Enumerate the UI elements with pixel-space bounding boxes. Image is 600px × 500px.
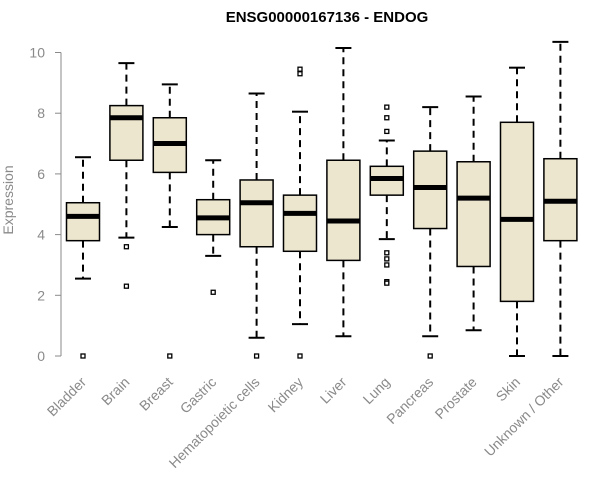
iqr-box — [109, 104, 144, 161]
outlier-point — [384, 262, 390, 268]
iqr-box — [456, 161, 491, 268]
x-category-label: Skin — [493, 374, 524, 405]
x-category-label: Bladder — [44, 374, 90, 420]
outlier-point — [384, 256, 390, 262]
box-group — [152, 83, 188, 359]
box-group — [412, 106, 448, 359]
outlier-point — [123, 283, 130, 289]
outlier-point — [167, 353, 173, 359]
iqr-box — [499, 121, 535, 303]
outlier-point — [427, 353, 433, 359]
x-category-label: Kidney — [265, 374, 307, 416]
box-group — [369, 104, 405, 286]
axes-layer: 0 2 4 6 8 10 — [29, 45, 62, 364]
boxes-layer — [65, 40, 578, 359]
box-group — [282, 66, 318, 359]
x-category-label: Prostate — [432, 374, 480, 422]
outlier-point — [384, 128, 390, 135]
y-tick-label: 8 — [37, 105, 45, 121]
box-group — [326, 46, 361, 338]
box-group — [456, 95, 491, 332]
y-axis-label: Expression — [0, 165, 16, 234]
outlier-point — [384, 115, 390, 121]
iqr-box — [65, 201, 101, 242]
box-group — [543, 40, 578, 357]
y-tick-label: 6 — [37, 166, 45, 182]
iqr-box — [239, 179, 274, 248]
y-tick-label: 10 — [29, 45, 45, 61]
chart-title: ENSG00000167136 - ENDOG — [226, 9, 429, 26]
x-category-label: Gastric — [177, 374, 220, 417]
outlier-point — [384, 250, 390, 256]
outlier-point — [297, 66, 303, 72]
x-category-label: Unknown / Other — [481, 374, 567, 460]
outlier-point — [80, 353, 86, 359]
x-category-label: Pancreas — [383, 374, 436, 427]
outlier-point — [384, 280, 390, 286]
box-group — [195, 159, 231, 295]
box-group — [109, 62, 144, 289]
box-group — [239, 92, 274, 359]
x-category-label: Liver — [317, 374, 350, 407]
y-tick-label: 2 — [37, 287, 45, 303]
box-group — [65, 156, 101, 359]
outlier-point — [210, 289, 216, 295]
outlier-point — [297, 353, 303, 359]
box-group — [499, 66, 535, 357]
x-category-label: Brain — [98, 374, 132, 408]
outlier-point — [123, 244, 130, 250]
outlier-point — [297, 71, 303, 77]
y-tick-label: 0 — [37, 348, 45, 364]
x-category-label: Lung — [360, 374, 393, 407]
y-tick-label: 4 — [37, 227, 45, 243]
iqr-box — [326, 159, 361, 262]
outlier-point — [253, 353, 260, 359]
outlier-point — [384, 104, 390, 110]
iqr-box — [282, 194, 318, 253]
x-category-label: Breast — [136, 374, 176, 414]
